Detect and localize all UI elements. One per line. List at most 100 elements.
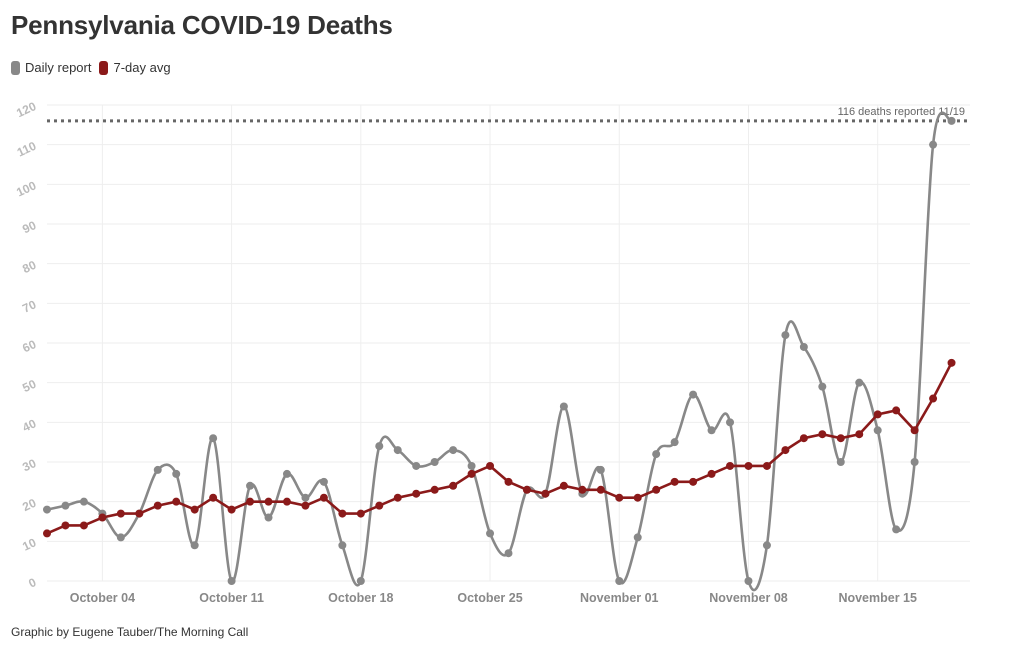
data-point-7-day-avg [670, 477, 679, 486]
data-point-7-day-avg [98, 513, 107, 522]
data-point-daily-report [116, 533, 125, 542]
data-point-7-day-avg [596, 485, 605, 494]
data-point-daily-report [449, 446, 458, 455]
y-tick-label: 120 [14, 99, 38, 120]
data-point-7-day-avg [855, 430, 864, 439]
data-point-daily-report [264, 513, 273, 522]
data-point-daily-report [467, 461, 476, 470]
legend-swatch-7-day-avg [99, 60, 109, 75]
data-point-7-day-avg [522, 485, 531, 494]
reference-line-label: 116 deaths reported 11/19 [838, 106, 965, 118]
y-tick-label: 0 [26, 575, 38, 591]
data-point-daily-report [689, 390, 698, 399]
data-point-daily-report [947, 116, 956, 125]
y-tick-label: 100 [14, 178, 38, 199]
data-point-7-day-avg [430, 485, 439, 494]
y-tick-label: 40 [20, 416, 38, 434]
data-point-daily-report [707, 426, 716, 435]
data-point-daily-report [596, 465, 605, 474]
y-tick-label: 50 [20, 377, 38, 395]
y-tick-label: 110 [15, 139, 39, 160]
y-tick-label: 30 [20, 456, 38, 474]
data-point-7-day-avg [486, 461, 495, 470]
data-point-7-day-avg [633, 493, 642, 502]
data-point-7-day-avg [818, 430, 827, 439]
data-point-daily-report [670, 438, 679, 447]
y-tick-label: 10 [20, 535, 38, 553]
data-point-daily-report [43, 505, 51, 514]
data-point-daily-report [412, 461, 421, 470]
data-point-7-day-avg [744, 461, 753, 470]
data-point-daily-report [855, 378, 864, 387]
data-point-daily-report [633, 533, 642, 542]
data-point-7-day-avg [190, 505, 199, 514]
data-point-7-day-avg [929, 394, 938, 403]
x-tick-label: October 04 [70, 591, 135, 605]
legend-label-daily-report: Daily report [25, 60, 92, 75]
data-point-7-day-avg [338, 509, 347, 518]
data-point-daily-report [61, 501, 70, 510]
data-point-7-day-avg [762, 461, 771, 470]
data-point-daily-report [873, 426, 882, 435]
legend-swatch-daily-report [11, 60, 20, 75]
data-point-7-day-avg [799, 434, 808, 443]
credit-line: Graphic by Eugene Tauber/The Morning Cal… [11, 625, 249, 639]
data-point-7-day-avg [652, 485, 661, 494]
data-point-daily-report [504, 549, 513, 558]
y-tick-label: 70 [20, 297, 38, 315]
x-tick-label: October 18 [328, 591, 393, 605]
data-point-daily-report [190, 541, 199, 550]
data-point-daily-report [818, 382, 827, 391]
data-point-7-day-avg [172, 497, 181, 506]
data-point-7-day-avg [892, 406, 901, 415]
grid-lines [47, 104, 970, 582]
data-point-7-day-avg [578, 485, 587, 494]
legend-item-daily-report[interactable]: Daily report [11, 60, 91, 75]
data-point-daily-report [910, 458, 919, 466]
data-point-7-day-avg [947, 358, 956, 367]
data-point-daily-report [356, 577, 365, 585]
line-chart: 0 10 20 30 40 50 60 70 80 90 100 110 120 October 04 Oc… [14, 99, 970, 605]
y-tick-label: 90 [20, 218, 38, 236]
data-point-daily-report [301, 493, 310, 502]
data-point-daily-report [393, 446, 402, 455]
data-point-7-day-avg [153, 501, 162, 510]
x-tick-label: November 08 [709, 591, 788, 605]
data-point-7-day-avg [836, 434, 845, 443]
y-tick-label: 60 [20, 337, 38, 355]
data-point-daily-report [799, 342, 808, 351]
data-point-7-day-avg [282, 497, 291, 506]
x-tick-label: October 11 [199, 591, 264, 605]
data-point-7-day-avg [61, 521, 70, 530]
data-point-daily-report [726, 418, 735, 427]
data-point-daily-report [79, 497, 88, 506]
data-point-7-day-avg [319, 493, 328, 502]
data-point-daily-report [209, 434, 218, 443]
data-point-7-day-avg [449, 481, 458, 490]
y-tick-label: 80 [20, 258, 38, 276]
data-point-daily-report [762, 541, 771, 550]
data-point-daily-report [338, 541, 347, 550]
chart-title: Pennsylvania COVID-19 Deaths [11, 10, 393, 40]
data-point-daily-report [375, 442, 384, 451]
data-point-daily-report [227, 577, 236, 585]
data-point-7-day-avg [209, 493, 218, 502]
data-point-7-day-avg [227, 505, 236, 514]
x-tick-label: November 15 [838, 591, 917, 605]
data-point-daily-report [430, 458, 439, 466]
x-tick-label: November 01 [580, 591, 659, 605]
data-point-7-day-avg [43, 529, 51, 538]
data-point-7-day-avg [541, 489, 550, 498]
legend-label-7-day-avg: 7-day avg [113, 60, 171, 75]
data-point-7-day-avg [689, 477, 698, 486]
data-point-daily-report [652, 450, 661, 459]
data-point-7-day-avg [356, 509, 365, 518]
data-point-daily-report [246, 481, 255, 490]
data-point-daily-report [559, 402, 568, 411]
legend-item-7-day-avg[interactable]: 7-day avg [99, 60, 171, 75]
data-point-daily-report [153, 465, 162, 474]
data-point-7-day-avg [393, 493, 402, 502]
data-point-7-day-avg [375, 501, 384, 510]
data-point-7-day-avg [301, 501, 310, 510]
data-point-daily-report [172, 469, 181, 478]
